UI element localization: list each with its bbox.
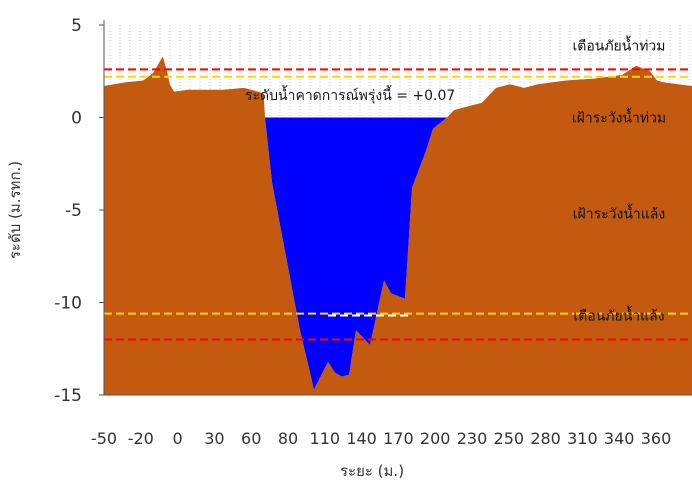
zone-label: เตือนภัยน้ำท่วม [572, 35, 665, 54]
x-tick-label: 110 [310, 429, 341, 448]
ground-layer [104, 56, 692, 395]
x-tick-label: 230 [457, 429, 488, 448]
x-tick-label: -20 [128, 429, 154, 448]
y-tick-label: 5 [71, 16, 82, 36]
zone-label: เฝ้าระวังน้ำแล้ง [573, 204, 665, 223]
forecast-annotation: ระดับน้ำคาดการณ์พรุ่งนี้ = +0.07 [245, 85, 455, 104]
x-tick-label: 340 [604, 429, 635, 448]
y-tick-label: -10 [54, 294, 82, 314]
x-tick-label: -50 [91, 429, 117, 448]
x-tick-label: 280 [530, 429, 561, 448]
water-layer [265, 117, 447, 390]
x-tick-label: 30 [204, 429, 224, 448]
y-tick-label: 0 [71, 109, 82, 129]
zone-label: เฝ้าระวังน้ำท่วม [572, 108, 666, 127]
x-tick-label: 310 [567, 429, 598, 448]
x-axis-title: ระยะ (ม.) [340, 462, 404, 480]
x-tick-label: 170 [383, 429, 414, 448]
water-area [265, 117, 447, 390]
axes [99, 20, 692, 396]
y-tick-label: -15 [54, 386, 82, 406]
y-tick-label: -5 [65, 201, 82, 221]
x-tick-label: 60 [241, 429, 261, 448]
labels: 5 0 -5 -10 -15 -50 -20 0 30 60 80 110 140 170 200 230 25… [6, 16, 671, 480]
zone-label: เตือนภัยน้ำแล้ง [573, 305, 664, 324]
x-tick-label: 360 [641, 429, 672, 448]
x-tick-label: 200 [420, 429, 451, 448]
reference-lines [104, 68, 692, 341]
y-axis-title: ระดับ (ม.รทก.) [6, 161, 24, 259]
x-tick-label: 0 [173, 429, 183, 448]
x-tick-label: 140 [346, 429, 377, 448]
ground-area [104, 56, 692, 395]
x-tick-label: 80 [278, 429, 298, 448]
x-tick-label: 250 [494, 429, 525, 448]
